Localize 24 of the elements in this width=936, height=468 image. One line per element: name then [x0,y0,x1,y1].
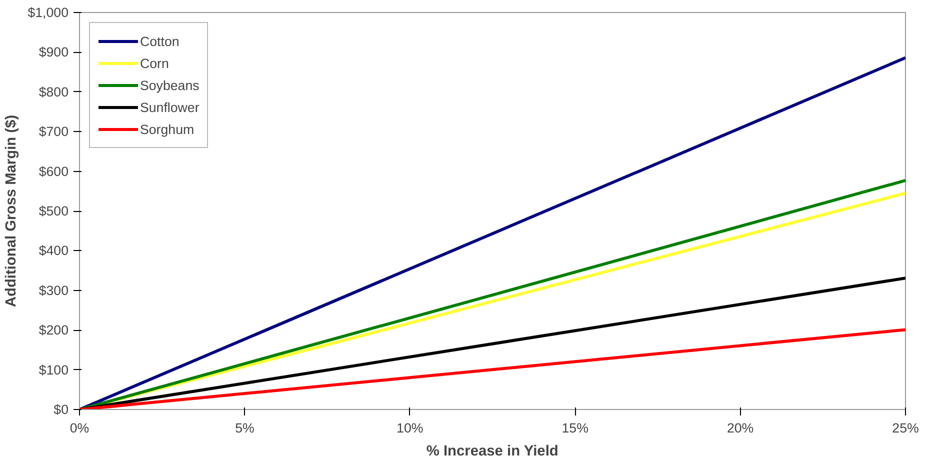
x-tick-label: 0% [70,420,90,436]
legend-label: Sunflower [140,100,200,114]
x-tick-label: 20% [726,420,754,436]
y-tick-label: $100 [38,362,69,378]
x-tick-label: 10% [396,420,424,436]
y-tick-label: $0 [54,402,69,417]
y-tick-label: $800 [38,84,69,100]
y-tick-label: $700 [38,124,69,140]
legend-label: Soybeans [140,78,200,92]
x-tick-label: 5% [235,420,254,436]
y-tick-label: $1,000 [28,5,68,20]
y-tick-label: $200 [38,322,69,338]
legend-label: Corn [140,56,169,70]
x-axis-title: % Increase in Yield [426,444,558,460]
x-tick-label: 25% [892,420,919,436]
y-tick-label: $600 [38,164,69,179]
legend-label: Cotton [140,34,180,48]
y-tick-label: $900 [38,44,69,60]
y-tick-label: $400 [38,243,69,258]
y-tick-label: $300 [38,282,69,298]
y-tick-label: $500 [38,204,69,218]
x-tick-label: 15% [562,420,589,436]
y-axis-title: Additional Gross Margin ($) [4,114,20,308]
legend-label: Sorghum [140,122,194,136]
